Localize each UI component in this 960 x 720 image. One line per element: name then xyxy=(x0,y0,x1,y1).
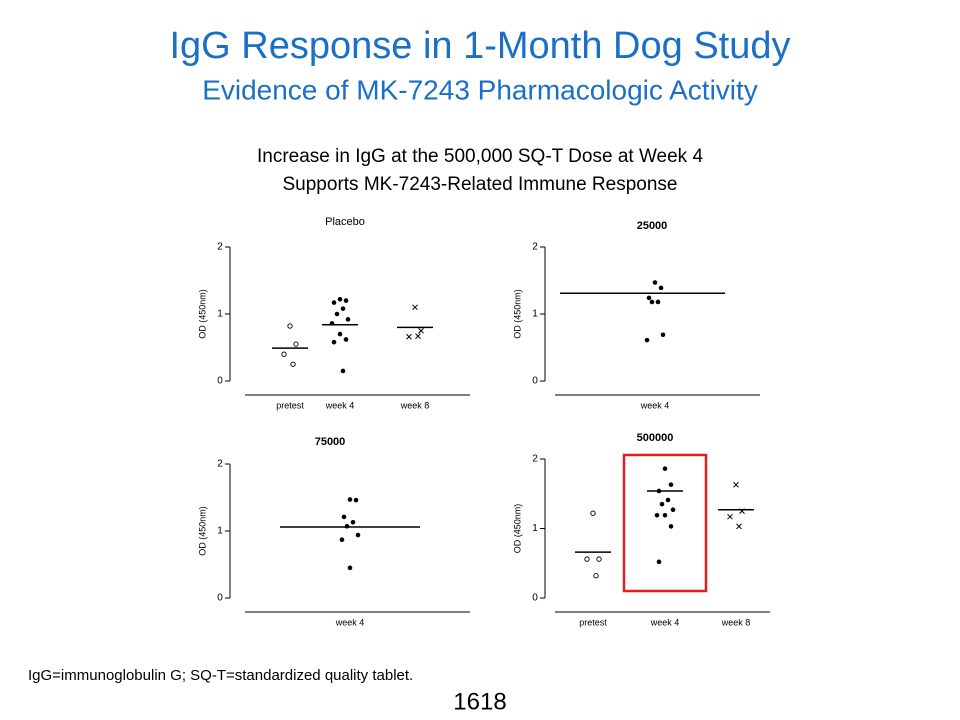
dot-point xyxy=(652,280,658,285)
cross-stroke xyxy=(733,481,739,488)
open-point xyxy=(593,573,599,579)
panel-title: 75000 xyxy=(315,436,346,448)
x-tick-label: week 4 xyxy=(650,617,680,627)
dot-point xyxy=(341,514,347,520)
open-point xyxy=(596,556,602,562)
dot-point xyxy=(355,532,361,538)
dot-point xyxy=(649,299,655,305)
cross-point xyxy=(418,327,424,334)
dot-point xyxy=(343,298,349,303)
x-tick-label: pretest xyxy=(276,400,304,410)
y-tick-label: 0 xyxy=(217,593,223,604)
footnote: IgG=immunoglobulin G; SQ-T=standardized … xyxy=(28,667,413,684)
cross-point xyxy=(727,513,733,520)
dot-point xyxy=(654,512,660,518)
cross-point xyxy=(736,523,742,530)
dot-point xyxy=(655,299,661,305)
cross-stroke xyxy=(418,327,424,334)
x-tick-label: week 4 xyxy=(335,617,365,627)
open-point xyxy=(281,351,287,357)
y-tick-label: 0 xyxy=(532,593,538,604)
y-tick-label: 2 xyxy=(532,242,538,253)
dot-point xyxy=(345,317,351,322)
y-tick-label: 0 xyxy=(532,376,538,387)
y-tick-label: 2 xyxy=(217,459,223,470)
dot-point xyxy=(347,565,353,571)
cross-point xyxy=(415,333,421,339)
panel-title: 25000 xyxy=(637,220,668,232)
open-point xyxy=(584,556,590,562)
page-number: 1618 xyxy=(453,688,506,715)
dot-point xyxy=(339,537,345,543)
dot-point xyxy=(656,559,662,565)
open-point xyxy=(287,323,293,329)
dot-point xyxy=(646,295,652,301)
cross-point xyxy=(412,304,418,311)
x-tick-label: pretest xyxy=(579,617,607,627)
dot-point xyxy=(668,482,674,488)
dot-point xyxy=(350,519,356,525)
y-tick-label: 1 xyxy=(217,309,223,320)
dot-point xyxy=(340,368,346,374)
cross-stroke xyxy=(412,304,418,311)
x-tick-label: week 8 xyxy=(400,400,430,410)
y-tick-label: 1 xyxy=(217,526,223,537)
panel-title: 500000 xyxy=(637,432,674,444)
dot-point xyxy=(670,507,676,513)
dot-point xyxy=(347,497,353,502)
dot-point xyxy=(331,300,337,305)
y-tick-label: 1 xyxy=(532,523,538,534)
y-tick-label: 0 xyxy=(217,376,223,387)
dot-point xyxy=(668,524,674,529)
cross-stroke xyxy=(727,513,733,520)
cross-stroke xyxy=(736,523,742,530)
y-axis-label: OD (450nm) xyxy=(512,289,522,339)
cross-stroke xyxy=(415,333,421,339)
cross-point xyxy=(733,481,739,488)
heading-line: Supports MK-7243-Related Immune Response xyxy=(283,174,678,195)
x-tick-label: week 4 xyxy=(325,400,355,410)
open-point xyxy=(293,341,299,347)
y-axis-label: OD (450nm) xyxy=(512,504,522,554)
y-axis-label: OD (450nm) xyxy=(197,506,207,556)
dot-point xyxy=(343,337,349,342)
y-tick-label: 1 xyxy=(532,309,538,320)
y-tick-label: 2 xyxy=(532,454,538,465)
x-tick-label: week 8 xyxy=(721,617,751,627)
dot-point xyxy=(658,285,664,291)
highlight-box xyxy=(622,453,708,593)
dot-point xyxy=(662,512,668,518)
dot-point xyxy=(665,497,671,503)
slide-subtitle: Evidence of MK-7243 Pharmacologic Activi… xyxy=(202,74,758,105)
open-point xyxy=(290,361,296,367)
dot-point xyxy=(340,306,346,311)
dot-point xyxy=(353,497,359,503)
panel-title: Placebo xyxy=(325,216,365,228)
dot-point xyxy=(334,311,340,317)
dot-point xyxy=(644,337,650,343)
x-tick-label: week 4 xyxy=(640,400,670,410)
dot-point xyxy=(659,501,665,507)
y-axis-label: OD (450nm) xyxy=(197,289,207,339)
heading-line: Increase in IgG at the 500,000 SQ-T Dose… xyxy=(257,146,703,167)
open-point xyxy=(590,510,596,516)
slide-title: IgG Response in 1-Month Dog Study xyxy=(169,25,790,67)
dot-point xyxy=(662,466,668,472)
dot-point xyxy=(337,331,343,337)
y-tick-label: 2 xyxy=(217,242,223,253)
dot-point xyxy=(660,332,666,338)
cross-stroke xyxy=(406,333,412,340)
dot-point xyxy=(337,296,343,302)
dot-point xyxy=(331,339,337,345)
cross-point xyxy=(406,333,412,340)
